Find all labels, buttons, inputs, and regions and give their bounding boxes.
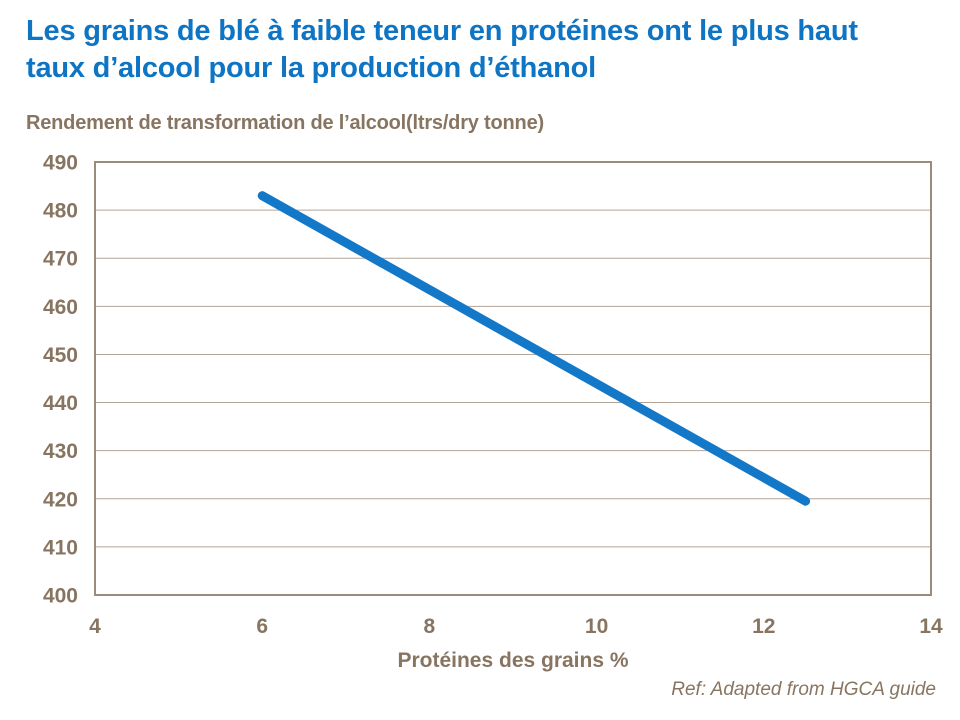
plot-frame xyxy=(94,161,932,596)
source-reference: Ref: Adapted from HGCA guide xyxy=(671,679,936,700)
data-line xyxy=(257,191,811,506)
chart-title: Rendement de transformation de l’alcool(… xyxy=(26,112,544,134)
y-tick-label: 450 xyxy=(43,344,78,367)
x-axis-title: Protéines des grains % xyxy=(397,649,629,672)
y-tick-label: 410 xyxy=(43,536,78,559)
y-tick-label: 480 xyxy=(43,200,78,223)
y-tick-label: 420 xyxy=(43,488,78,511)
x-tick-label: 10 xyxy=(585,615,608,638)
y-tick-label: 440 xyxy=(43,392,78,415)
y-tick-label: 430 xyxy=(43,440,78,463)
x-tick-label: 8 xyxy=(424,615,436,638)
y-tick-label: 400 xyxy=(43,585,78,608)
y-tick-label: 490 xyxy=(43,152,78,175)
y-tick-label: 470 xyxy=(43,248,78,271)
x-tick-label: 6 xyxy=(256,615,268,638)
page-title: Les grains de blé à faible teneur en pro… xyxy=(26,15,858,84)
x-tick-label: 12 xyxy=(752,615,775,638)
x-tick-label: 4 xyxy=(89,615,101,638)
y-tick-label: 460 xyxy=(43,296,78,319)
x-tick-label: 14 xyxy=(919,615,943,638)
